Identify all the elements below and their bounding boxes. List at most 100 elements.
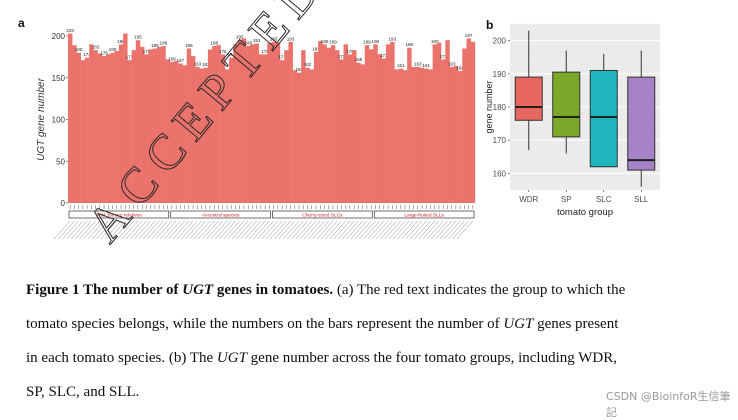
x-tick-label-stroke — [304, 220, 321, 240]
bar — [140, 46, 145, 204]
bar — [352, 50, 357, 203]
bar-value-label: 197 — [465, 33, 473, 38]
x-tick-label-stroke — [168, 220, 185, 240]
x-tick-label-stroke — [244, 220, 262, 240]
bar — [165, 59, 170, 203]
y-tick-label: 160 — [493, 169, 507, 178]
box — [627, 76, 656, 171]
x-tick-label-stroke — [257, 220, 274, 240]
x-tick-label-stroke — [367, 220, 385, 240]
bar-value-label: 174 — [227, 52, 235, 57]
x-tick-label-stroke — [193, 220, 211, 240]
bar-value-label: 178 — [143, 49, 151, 54]
bar-value-label: 191 — [253, 38, 261, 43]
bar-value-label: 195 — [134, 35, 142, 40]
bar-value-label: 169 — [168, 56, 176, 61]
x-tick-label-stroke — [363, 220, 380, 240]
x-tick-label-stroke — [350, 220, 368, 240]
bar — [203, 67, 209, 203]
bar — [106, 54, 111, 204]
bar — [296, 72, 302, 203]
x-tick-label-stroke — [435, 220, 452, 240]
bar-value-label: 163 — [448, 61, 456, 66]
x-tick-label-stroke — [176, 220, 194, 240]
bar-value-label: 185 — [185, 43, 193, 48]
x-tick-label-stroke — [418, 220, 435, 240]
bar — [343, 44, 349, 203]
x-tick-label-stroke — [380, 220, 397, 240]
bar — [364, 45, 370, 203]
bar — [347, 54, 353, 204]
bar — [84, 57, 90, 204]
bar — [373, 44, 378, 203]
bar — [80, 60, 86, 204]
bar-value-label: 178 — [261, 49, 269, 54]
x-tick-label-stroke — [87, 220, 105, 240]
bar — [445, 40, 450, 203]
x-tick-label-stroke — [456, 220, 474, 240]
x-tick-label-stroke — [346, 220, 363, 240]
x-tick-label-stroke — [223, 220, 240, 240]
x-tick-label-stroke — [354, 220, 372, 240]
caption-line-1: Figure 1 The number of UGT genes in toma… — [26, 282, 626, 298]
x-tick-label-stroke — [240, 220, 257, 240]
bar — [157, 46, 162, 204]
x-tick-label-stroke — [337, 220, 355, 240]
bar — [356, 62, 361, 203]
x-tick-label-stroke — [92, 220, 109, 240]
bar-value-label: 158 — [456, 66, 464, 71]
x-tick-label-stroke — [384, 220, 401, 240]
x-tick-label-stroke — [248, 220, 266, 240]
group-label: Ancestral species — [202, 213, 240, 219]
x-tick-label-stroke — [189, 220, 206, 240]
x-tick-label-stroke — [422, 220, 440, 240]
y-tick-label: 150 — [52, 74, 66, 83]
bar-value-label: 171 — [126, 55, 134, 60]
x-tick-label-stroke — [397, 220, 414, 240]
bar — [89, 44, 94, 203]
x-tick-label-stroke — [278, 220, 296, 240]
bar — [453, 66, 459, 203]
bar — [267, 42, 272, 204]
y-tick-label: 190 — [493, 70, 507, 79]
panel-b-label: b — [486, 18, 494, 32]
group-label-box — [170, 210, 271, 219]
bar — [411, 66, 416, 203]
bar — [178, 63, 183, 204]
bar-value-label: 203 — [66, 28, 74, 33]
csdn-watermark: CSDN @BioinfoR生信筆記 — [606, 390, 731, 419]
bar-value-label: 190 — [117, 39, 125, 44]
x-tick-label-stroke — [138, 220, 156, 240]
bar — [72, 45, 77, 203]
bar-value-label: 156 — [295, 67, 303, 72]
x-tick-label-stroke — [316, 220, 334, 240]
bar — [152, 48, 158, 204]
box-plot-panel-b: 160 170 180 190 200 gene number WDR SP SLC SLL tom… — [484, 23, 660, 218]
bar — [369, 49, 374, 203]
bar — [301, 50, 306, 203]
bar — [428, 69, 433, 204]
y-tick-label: 100 — [52, 116, 66, 125]
bar-value-label: 185 — [151, 43, 159, 48]
bar — [212, 46, 217, 203]
bar — [127, 60, 132, 204]
bar-value-label: 188 — [210, 41, 218, 46]
bar — [173, 61, 179, 203]
x-tick-label-stroke — [70, 220, 88, 240]
bar-value-label: 168 — [355, 57, 363, 62]
bar — [93, 50, 98, 203]
bar — [182, 65, 187, 203]
box — [552, 71, 581, 138]
bar — [199, 68, 204, 203]
x-tick-label-stroke — [159, 220, 177, 240]
y-tick-label: 0 — [61, 199, 66, 208]
bar — [250, 44, 255, 203]
x-tick-label-stroke — [287, 220, 304, 240]
bar — [186, 48, 192, 204]
bar-value-label: 188 — [160, 41, 168, 46]
caption-line-3: in each tomato species. (b) The UGT gene… — [26, 350, 617, 366]
x-tick-label-stroke — [109, 220, 126, 240]
x-tick-label-stroke — [185, 220, 202, 240]
bar — [385, 44, 391, 203]
x-tick-label: WDR — [519, 195, 538, 204]
